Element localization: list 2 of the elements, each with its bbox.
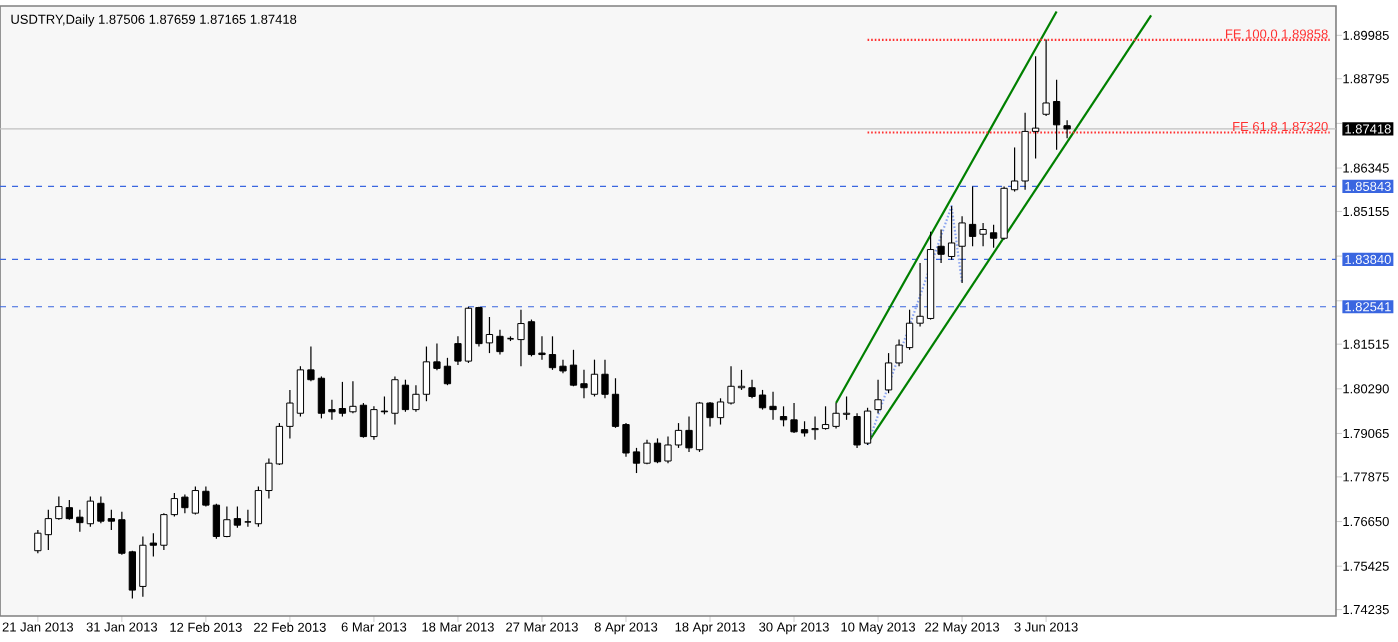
candlestick bbox=[874, 379, 882, 414]
candlestick bbox=[243, 509, 252, 528]
